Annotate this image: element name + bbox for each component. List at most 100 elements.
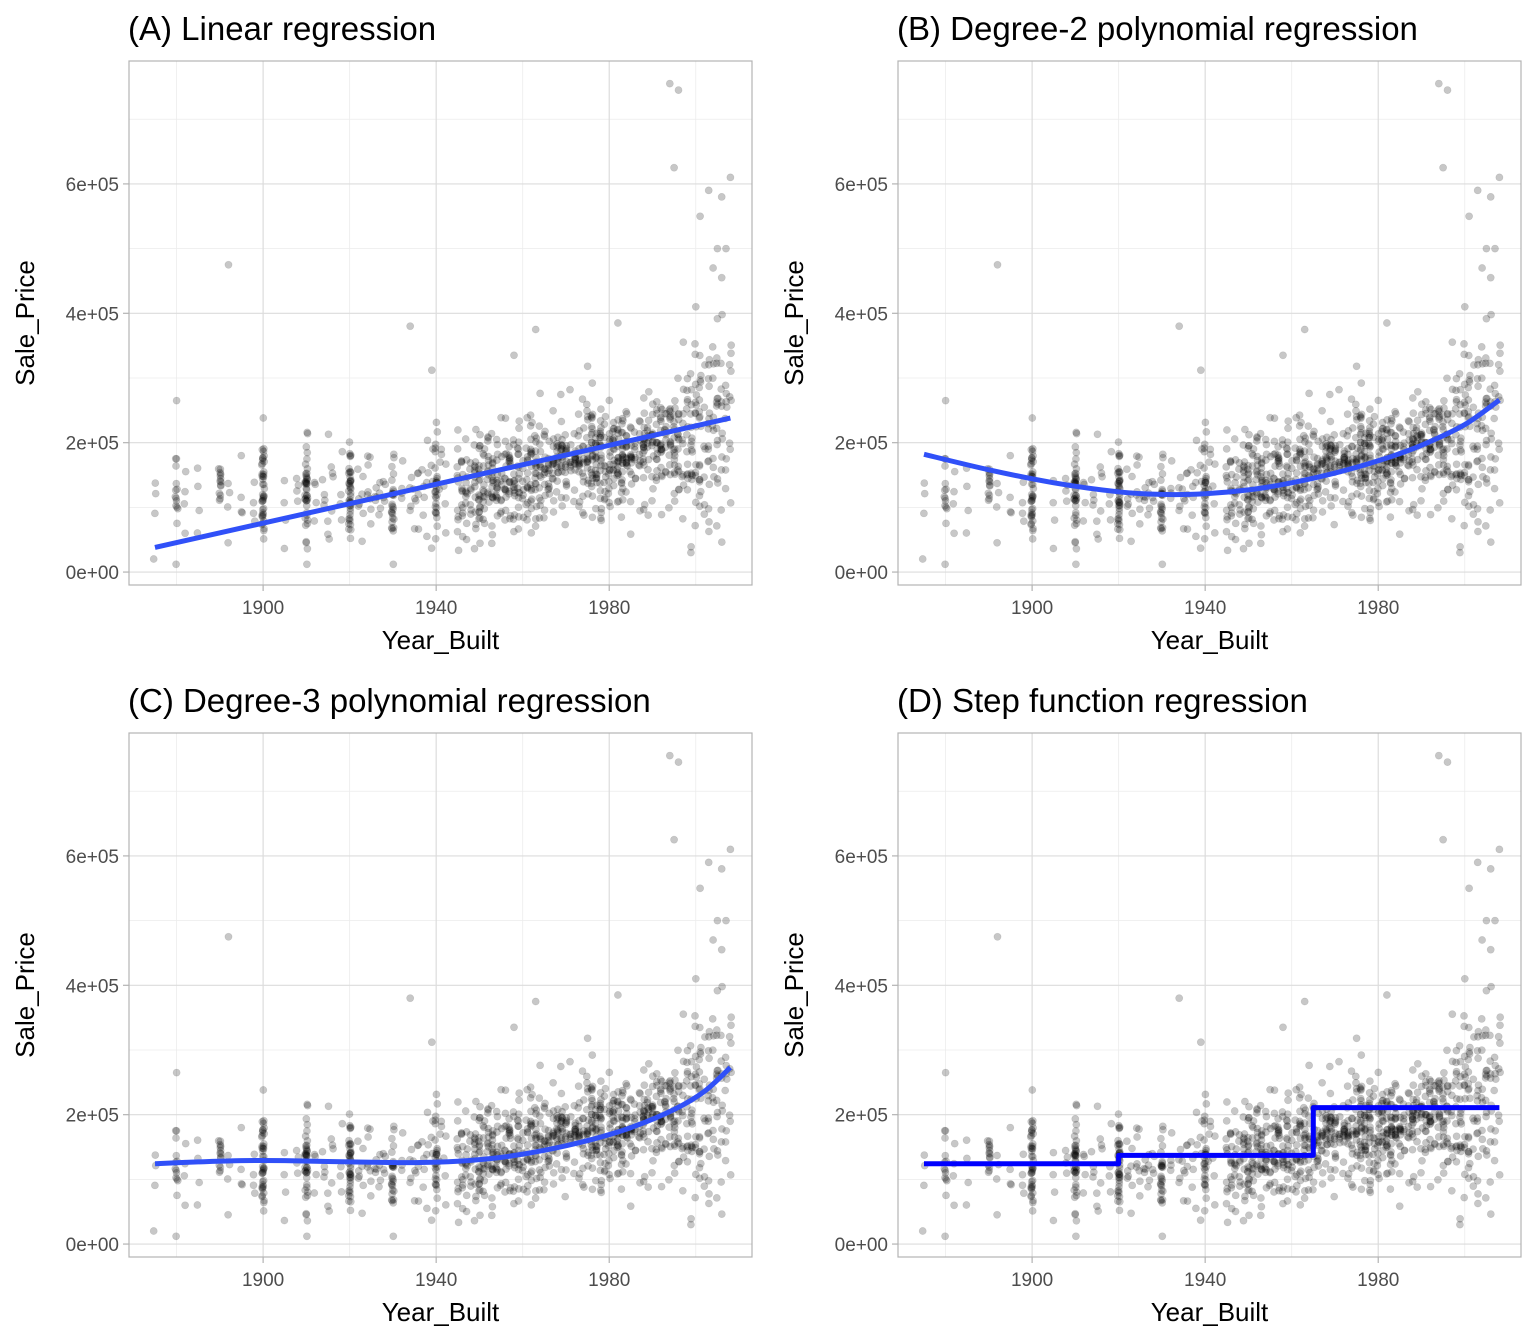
data-point bbox=[648, 400, 657, 409]
data-point bbox=[622, 459, 631, 468]
data-point bbox=[505, 457, 513, 466]
data-point bbox=[358, 537, 366, 546]
data-point bbox=[600, 1092, 609, 1101]
scatter-points bbox=[918, 751, 1505, 1241]
data-point bbox=[1456, 1113, 1464, 1122]
data-point bbox=[281, 1188, 290, 1196]
data-point bbox=[571, 1119, 580, 1127]
data-point bbox=[1386, 1185, 1395, 1193]
data-point bbox=[345, 1186, 354, 1195]
data-point bbox=[1482, 474, 1491, 483]
data-point bbox=[346, 452, 355, 461]
data-point bbox=[514, 445, 523, 453]
data-point bbox=[1487, 982, 1495, 991]
data-point bbox=[1486, 192, 1495, 201]
data-point bbox=[470, 441, 479, 449]
data-point bbox=[721, 1156, 730, 1165]
data-point bbox=[312, 1170, 321, 1179]
data-point bbox=[471, 425, 480, 434]
data-point bbox=[1159, 453, 1167, 462]
data-point bbox=[303, 494, 312, 502]
data-point bbox=[1434, 1175, 1442, 1184]
data-point bbox=[1465, 212, 1473, 221]
data-point bbox=[626, 530, 635, 539]
data-point bbox=[657, 445, 666, 454]
data-point bbox=[389, 1232, 398, 1241]
data-point bbox=[237, 1123, 246, 1132]
data-point bbox=[431, 1164, 440, 1172]
data-point bbox=[622, 1079, 630, 1088]
data-point bbox=[1318, 1078, 1326, 1087]
data-point bbox=[567, 458, 575, 466]
data-point bbox=[1270, 516, 1278, 524]
data-point bbox=[258, 470, 266, 478]
data-point bbox=[1157, 1134, 1165, 1143]
data-point bbox=[942, 485, 950, 494]
data-point bbox=[346, 476, 355, 485]
data-point bbox=[1175, 322, 1184, 331]
data-point bbox=[1469, 510, 1478, 519]
data-point bbox=[605, 1138, 614, 1146]
data-point bbox=[1114, 514, 1123, 523]
data-point bbox=[570, 486, 579, 494]
data-point bbox=[549, 508, 558, 516]
data-point bbox=[597, 405, 605, 413]
data-point bbox=[705, 1199, 713, 1208]
data-point bbox=[431, 492, 440, 500]
data-point bbox=[700, 442, 708, 451]
data-point bbox=[670, 163, 678, 172]
data-point bbox=[567, 1132, 575, 1141]
data-point bbox=[1474, 1152, 1483, 1161]
data-point bbox=[181, 467, 190, 476]
data-point bbox=[696, 212, 704, 221]
data-point bbox=[423, 436, 432, 445]
data-point bbox=[562, 1149, 570, 1158]
data-point bbox=[583, 412, 592, 421]
data-point bbox=[1460, 1081, 1469, 1090]
data-point bbox=[1202, 522, 1211, 531]
data-point bbox=[687, 1113, 695, 1122]
panel-b: 1900 1940 19800e+002e+054e+056e+05Year_Bui… bbox=[779, 10, 1522, 655]
data-point bbox=[302, 1163, 311, 1172]
data-point bbox=[1271, 462, 1279, 470]
data-point bbox=[670, 497, 679, 505]
data-point bbox=[531, 1194, 540, 1203]
data-point bbox=[345, 516, 354, 525]
data-point bbox=[588, 492, 597, 500]
panel-title: (B) Degree-2 polynomial regression bbox=[897, 10, 1418, 47]
data-point bbox=[1486, 1178, 1495, 1186]
data-point bbox=[1362, 1142, 1370, 1151]
data-point bbox=[337, 516, 346, 524]
data-point bbox=[216, 477, 225, 486]
data-point bbox=[1062, 487, 1070, 495]
data-point bbox=[1144, 1182, 1152, 1191]
data-point bbox=[1071, 508, 1080, 517]
data-point bbox=[1370, 412, 1379, 421]
data-point bbox=[493, 450, 502, 459]
data-point bbox=[648, 437, 657, 446]
data-point bbox=[388, 502, 396, 510]
data-point bbox=[614, 429, 623, 438]
data-point bbox=[605, 429, 614, 438]
data-point bbox=[509, 1187, 518, 1196]
data-point bbox=[453, 444, 462, 453]
data-point bbox=[389, 505, 397, 514]
data-point bbox=[216, 491, 225, 500]
data-point bbox=[683, 460, 692, 469]
data-point bbox=[259, 535, 268, 543]
data-point bbox=[718, 310, 726, 319]
data-point bbox=[1071, 1209, 1080, 1218]
data-point bbox=[1348, 477, 1357, 486]
data-point bbox=[717, 465, 726, 474]
data-point bbox=[918, 555, 927, 563]
data-point bbox=[1115, 451, 1124, 460]
data-point bbox=[301, 460, 310, 469]
data-point bbox=[1370, 487, 1378, 496]
data-point bbox=[216, 477, 224, 486]
data-point bbox=[1243, 495, 1252, 504]
data-point bbox=[721, 466, 730, 474]
data-point bbox=[614, 457, 622, 465]
data-point bbox=[1157, 462, 1165, 471]
data-point bbox=[480, 492, 489, 501]
data-point bbox=[151, 479, 160, 487]
